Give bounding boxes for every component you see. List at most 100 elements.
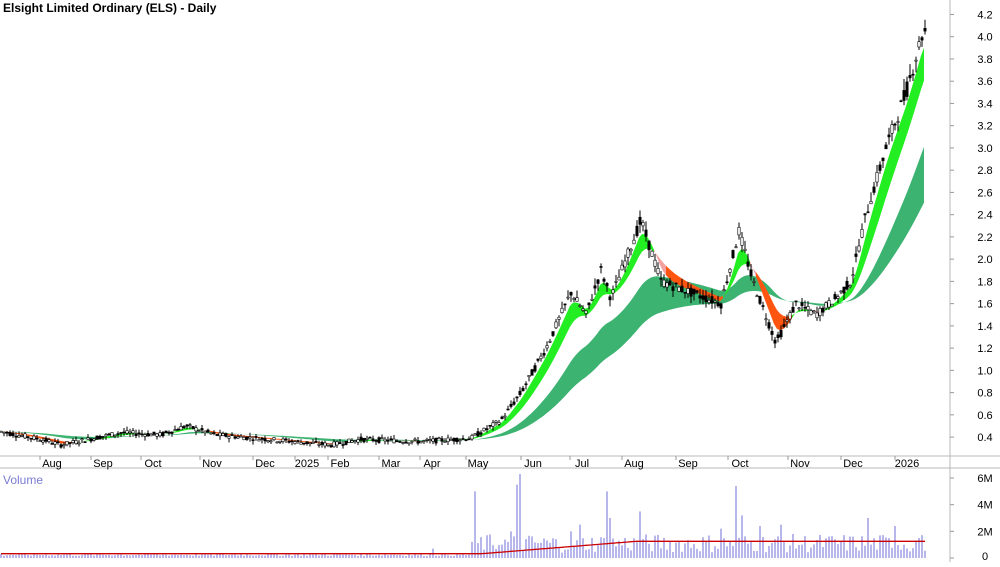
candle-body: [807, 306, 809, 309]
candle-body: [852, 275, 854, 276]
candle-body: [69, 443, 71, 444]
candle-body: [267, 441, 269, 442]
candle-body: [36, 438, 38, 439]
candle-body: [39, 441, 41, 442]
short-term-ribbon-segment: [894, 132, 897, 173]
time-tick-label: Feb: [331, 458, 350, 470]
candle-body: [849, 285, 851, 286]
candle-body: [60, 445, 62, 448]
candle-body: [96, 436, 98, 439]
candle-body: [495, 421, 497, 422]
short-term-ribbon-segment: [672, 271, 675, 283]
candle-body: [606, 283, 608, 286]
candle-body: [186, 425, 188, 426]
chart-title: Elsight Limited Ordinary (ELS) - Daily: [3, 1, 217, 15]
candle-body: [627, 249, 629, 257]
candle-body: [675, 283, 677, 284]
candle-body: [891, 125, 893, 134]
short-term-ribbon-segment: [636, 238, 639, 263]
candle-body: [576, 298, 578, 302]
candle-body: [843, 287, 845, 293]
candle-body: [816, 313, 818, 318]
short-term-ribbon-segment: [918, 56, 921, 100]
candle-body: [771, 331, 773, 334]
candle-body: [162, 432, 164, 435]
candle-body: [387, 440, 389, 441]
candle-body: [63, 445, 65, 446]
candle-body: [522, 388, 524, 390]
short-term-ribbon-segment: [858, 255, 861, 282]
candle-body: [261, 438, 263, 439]
short-term-ribbon-segment: [876, 189, 879, 229]
candle-body: [123, 432, 125, 433]
candle-body: [15, 436, 17, 437]
candle-body: [711, 296, 713, 303]
candle-body: [609, 297, 611, 300]
short-term-ribbon-segment: [630, 253, 633, 274]
candle-body: [654, 260, 656, 266]
candle-body: [564, 304, 566, 305]
candle-body: [291, 441, 293, 442]
candle-body: [204, 431, 206, 433]
candle-body: [630, 249, 632, 251]
candle-body: [174, 430, 176, 431]
candle-body: [219, 433, 221, 436]
candle-body: [846, 281, 848, 289]
candle-body: [231, 435, 233, 436]
short-term-ribbon-segment: [840, 295, 843, 303]
candle-body: [786, 320, 788, 322]
candle-body: [282, 439, 284, 442]
candle-body: [456, 438, 458, 441]
candle-body: [594, 286, 596, 288]
short-term-ribbon-segment: [882, 168, 885, 210]
candle-body: [48, 440, 50, 442]
candle-body: [612, 290, 614, 293]
candle-body: [246, 437, 248, 440]
volume-tick-label: 2M: [977, 526, 992, 538]
candle-body: [858, 246, 860, 251]
candle-body: [729, 269, 731, 272]
short-term-ribbon-segment: [558, 326, 561, 351]
short-term-ribbon-segment: [501, 420, 504, 428]
candle-body: [885, 145, 887, 149]
candle-body: [735, 247, 737, 248]
price-tick-label: 1.2: [977, 343, 992, 355]
candle-body: [144, 435, 146, 437]
candle-body: [381, 438, 383, 439]
price-tick-label: 1.4: [977, 321, 992, 333]
candle-body: [228, 437, 230, 439]
short-term-ribbon-segment: [516, 402, 519, 415]
short-term-ribbon-segment: [576, 302, 579, 319]
candle-body: [750, 270, 752, 276]
candle-body: [288, 441, 290, 442]
candle-body: [342, 445, 344, 446]
candle-body: [483, 428, 485, 431]
candle-body: [531, 370, 533, 376]
candle-body: [621, 265, 623, 270]
candle-body: [486, 429, 488, 430]
short-term-ribbon-segment: [276, 439, 279, 440]
short-term-ribbon-segment: [771, 299, 774, 325]
short-term-ribbon-segment: [543, 357, 546, 378]
candle-body: [756, 296, 758, 297]
candle-body: [507, 409, 509, 410]
candle-body: [597, 280, 599, 284]
candle-body: [45, 438, 47, 441]
candle-body: [324, 443, 326, 446]
short-term-ribbon-segment: [663, 262, 666, 275]
time-tick-label: Nov: [790, 458, 810, 470]
candle-body: [747, 262, 749, 266]
short-term-ribbon-segment: [684, 280, 687, 289]
time-tick-label: Dec: [843, 458, 863, 470]
candle-body: [93, 439, 95, 441]
candle-body: [27, 437, 29, 438]
time-tick-label: Oct: [731, 458, 748, 470]
short-term-ribbon-segment: [561, 319, 564, 345]
short-term-ribbon-segment: [909, 87, 912, 128]
volume-tick-label: 0: [982, 551, 988, 562]
time-tick-label: 2026: [895, 458, 919, 470]
candle-body: [579, 305, 581, 306]
candle-body: [189, 425, 191, 426]
candle-body: [603, 279, 605, 281]
